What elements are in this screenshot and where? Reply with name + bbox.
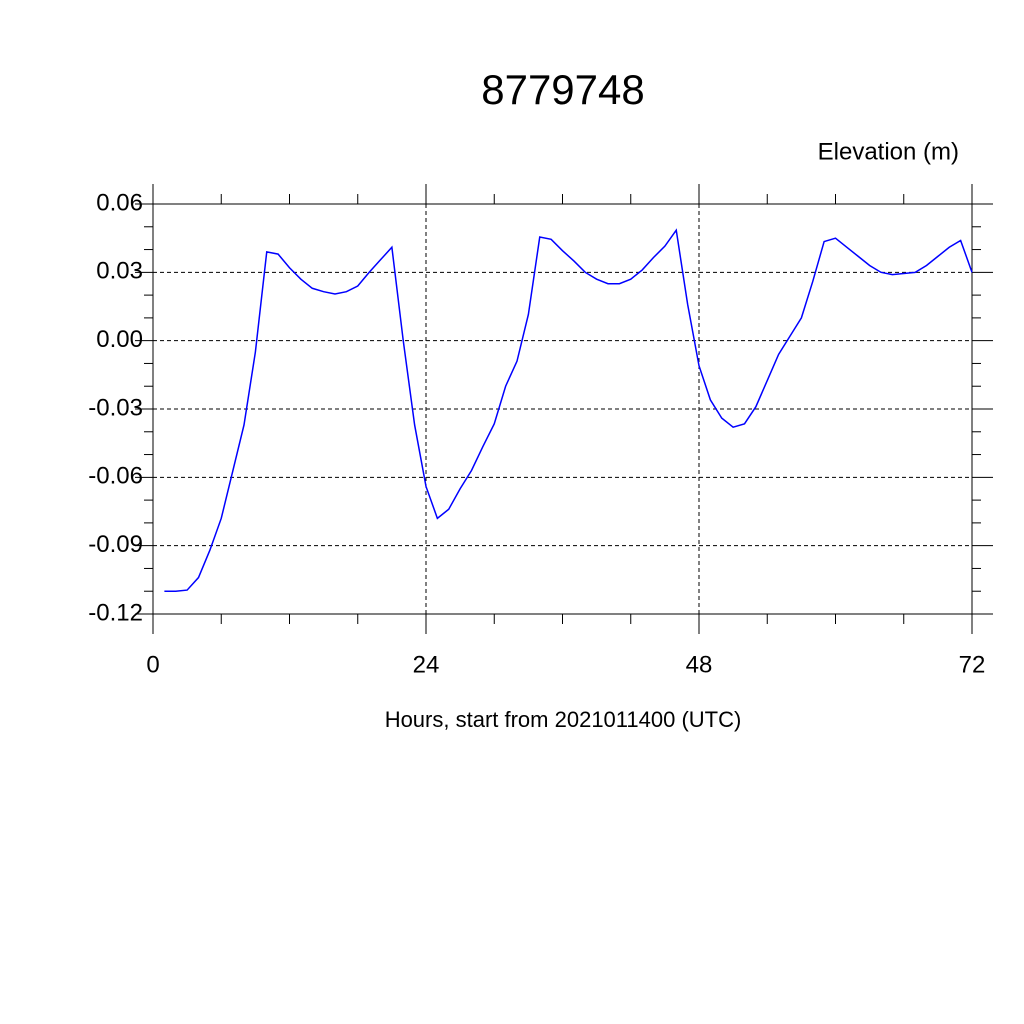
y-tick-label: -0.03 [88,394,143,421]
plot-frame [152,203,973,615]
x-axis-label: Hours, start from 2021011400 (UTC) [385,707,742,732]
x-tick-label: 72 [959,651,986,678]
chart-title: 8779748 [481,66,645,113]
x-tick-label: 24 [413,651,440,678]
y-tick-label: -0.12 [88,599,143,626]
x-tick-label: 0 [146,651,159,678]
x-tick-label: 48 [686,651,713,678]
y-tick-label: 0.00 [96,326,143,353]
data-line [164,228,973,592]
y-axis-label: Elevation (m) [818,138,959,165]
y-tick-label: 0.06 [96,189,143,216]
y-tick-label: 0.03 [96,258,143,285]
y-tick-label: -0.06 [88,463,143,490]
y-tick-label: -0.09 [88,531,143,558]
